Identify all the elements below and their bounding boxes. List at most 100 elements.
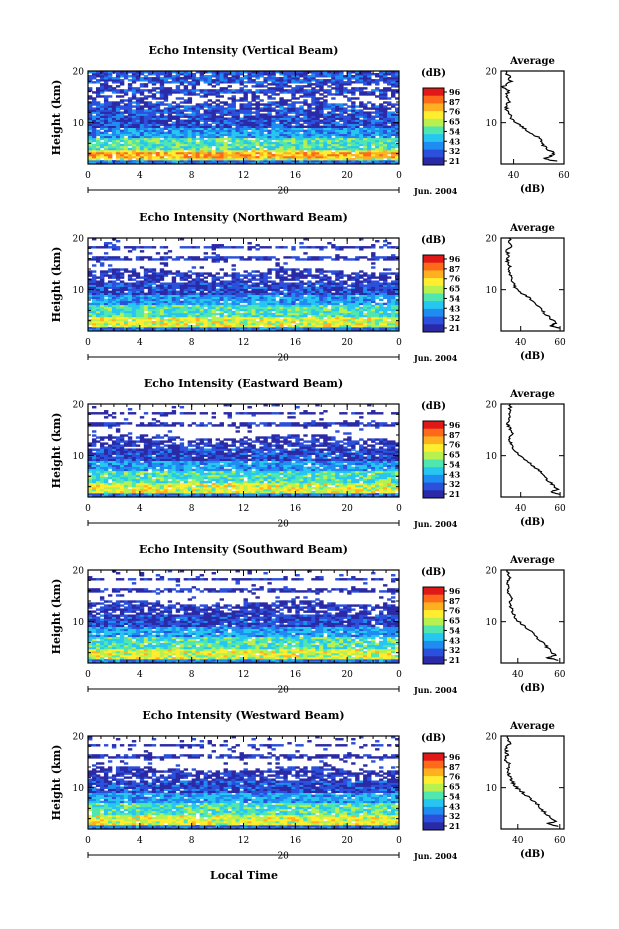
date-label: Jun. 2004 [413,851,458,861]
colorbar-swatch [423,451,444,460]
colorbar-tick-label: 43 [449,801,461,811]
colorbar-tick-label: 87 [449,430,460,440]
colorbar-swatch [423,776,444,785]
colorbar-swatch [423,134,444,143]
y-tick-label: 10 [73,119,85,129]
average-title: Average [509,389,555,400]
colorbar-tick-label: 32 [449,313,460,323]
heatmap [88,570,400,664]
colorbar-tick-label: 76 [449,440,461,450]
colorbar-swatch [423,467,444,476]
colorbar-frame [422,420,445,499]
avg-x-tick-label: 60 [554,670,566,680]
x-tick-label: 4 [137,836,143,846]
x-tick-label: 20 [341,670,353,680]
x-tick-label: 0 [85,504,91,514]
colorbar-swatch [423,270,444,279]
avg-x-tick-label: 40 [512,670,524,680]
colorbar-tick-label: 32 [449,645,460,655]
x-tick-label: 8 [189,836,195,846]
colorbar-tick-label: 87 [449,596,460,606]
average-title: Average [509,555,555,566]
x-tick-label: 12 [238,171,249,181]
colorbar-tick-label: 65 [449,117,460,127]
colorbar-tick-label: 43 [449,136,461,146]
colorbar-tick-label: 76 [449,606,461,616]
x-tick-label: 16 [290,504,302,514]
avg-y-tick-label: 20 [486,401,498,411]
avg-y-tick-label: 20 [486,235,498,245]
colorbar-tick-label: 32 [449,479,460,489]
y-tick-label: 20 [73,235,85,245]
x-tick-label: 12 [238,836,249,846]
panel-title: Echo Intensity (Northward Beam) [139,211,348,224]
average-frame [500,70,565,165]
panel-1: Echo Intensity (Vertical Beam) 10 20 Height… [50,44,570,197]
heatmap [88,736,400,830]
y-tick-label: 10 [73,784,85,794]
colorbar-swatch [423,783,444,792]
colorbar-swatch [423,111,444,120]
x-tick-label: 0 [85,836,91,846]
date-label: Jun. 2004 [413,685,458,695]
avg-x-tick-label: 40 [515,338,527,348]
colorbar-swatch [423,149,444,158]
avg-x-tick-label: 60 [554,338,566,348]
x-tick-label: 16 [290,670,302,680]
colorbar-tick-label: 96 [449,586,461,596]
colorbar-tick-label: 43 [449,635,461,645]
colorbar-swatch [423,587,444,596]
panel-title: Echo Intensity (Vertical Beam) [148,44,338,57]
colorbar-tick-label: 54 [449,459,461,469]
x-tick-label: 20 [341,338,353,348]
avg-y-tick-label: 10 [486,119,498,129]
x-tick-label: 0 [85,171,91,181]
colorbar-swatch [423,436,444,445]
x-tick-label: 16 [290,836,302,846]
x-tick-label: 0 [396,338,402,348]
colorbar-swatch [423,324,444,333]
x-tick-label: 12 [238,338,249,348]
colorbar-swatch [423,293,444,302]
colorbar-tick-label: 65 [449,782,460,792]
average-frame [500,735,565,830]
colorbar-tick-label: 32 [449,146,460,156]
colorbar-tick-label: 54 [449,625,461,635]
heatmap [88,71,400,165]
x-tick-label: 16 [290,338,302,348]
average-frame [500,569,565,664]
x-tick-label: 8 [189,338,195,348]
colorbar-tick-label: 21 [449,323,460,333]
y-axis-label: Height (km) [50,413,63,489]
x-tick-label: 16 [290,171,302,181]
avg-x-tick-label: 40 [515,504,527,514]
colorbar-tick-label: 21 [449,655,460,665]
date-label: Jun. 2004 [413,353,458,363]
colorbar-unit: (dB) [421,235,446,246]
x-tick-label: 8 [189,171,195,181]
colorbar-tick-label: 43 [449,469,461,479]
colorbar-unit: (dB) [421,567,446,578]
avg-y-tick-label: 10 [486,784,498,794]
average-profile-line [503,735,559,827]
panel-title: Echo Intensity (Southward Beam) [139,543,348,556]
colorbar-tick-label: 65 [449,450,460,460]
colorbar-swatch [423,640,444,650]
avg-y-tick-label: 20 [486,567,498,577]
avg-x-label: (dB) [520,184,545,195]
x-tick-label: 20 [341,171,353,181]
heatmap [88,404,400,498]
colorbar-tick-label: 54 [449,293,461,303]
colorbar-tick-label: 43 [449,303,461,313]
date-label: Jun. 2004 [413,519,458,529]
colorbar-swatch [423,444,444,453]
colorbar-unit: (dB) [421,401,446,412]
colorbar-swatch [423,594,444,603]
panel-title: Echo Intensity (Eastward Beam) [144,377,343,390]
avg-y-tick-label: 20 [486,68,498,78]
day-label: 20 [277,520,289,530]
colorbar-swatch [423,103,444,112]
colorbar-swatch [423,482,444,491]
colorbar-swatch [423,308,444,318]
colorbar-tick-label: 76 [449,772,461,782]
